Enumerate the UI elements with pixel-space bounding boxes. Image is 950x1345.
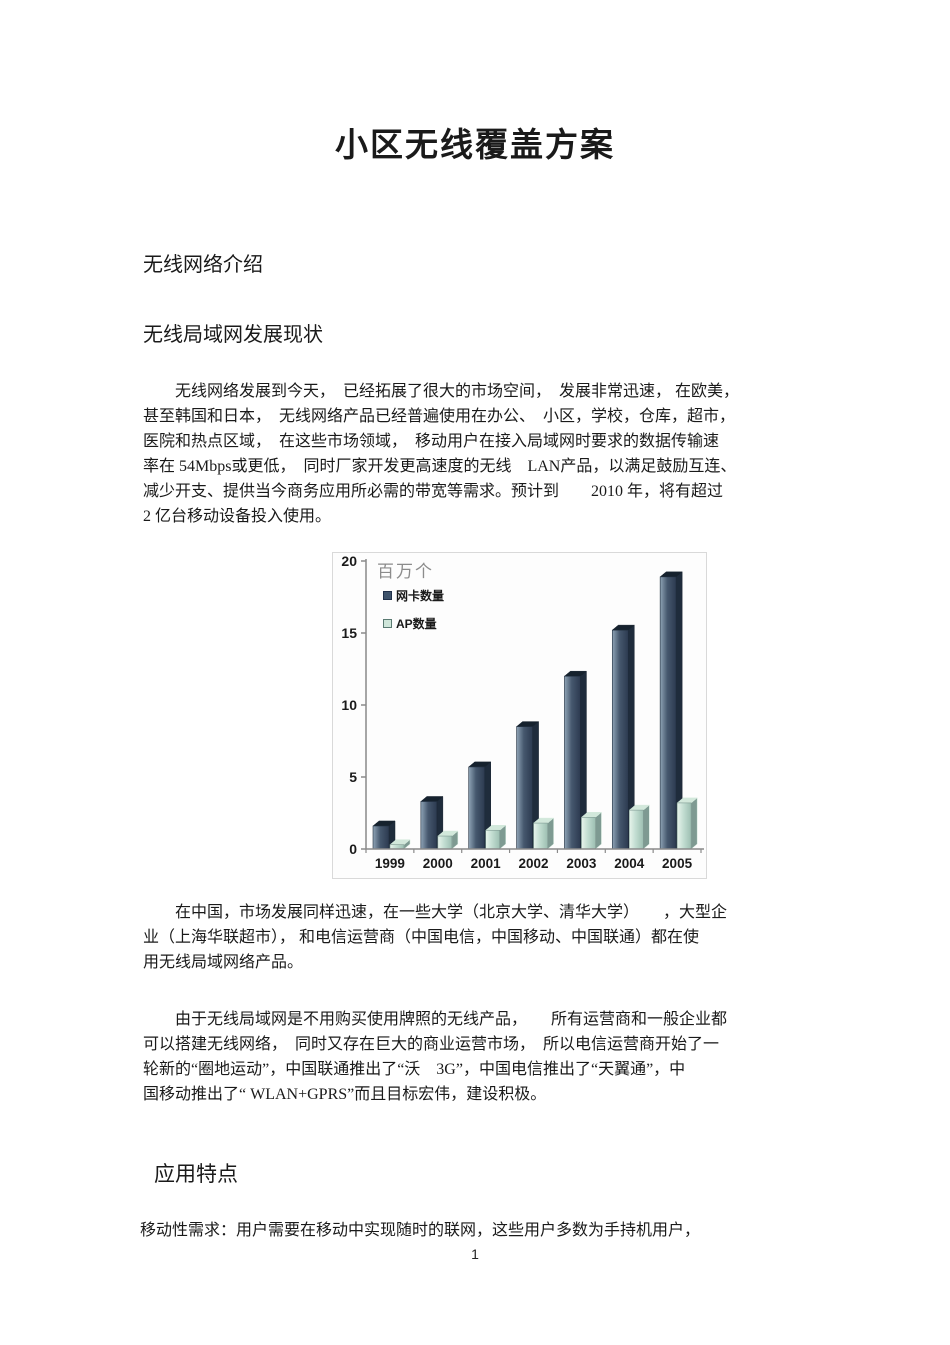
paragraph-market-growth: 无线网络发展到今天， 已经拓展了很大的市场空间， 发展非常迅速， 在欧美， 甚至…	[143, 379, 833, 529]
chart-unit-label: 百万个	[377, 562, 434, 581]
text-line: 轮新的“圈地运动”，中国联通推出了“沃 3G”，中国电信推出了“天翼通”，中	[143, 1061, 686, 1078]
legend-item-ap: AP数量	[383, 614, 444, 632]
svg-text:2004: 2004	[614, 856, 645, 871]
text-line: 国移动推出了“ WLAN+GPRS”而且目标宏伟，建设积极。	[143, 1086, 547, 1103]
page-title: 小区无线覆盖方案	[335, 128, 615, 164]
legend-item-nic: 网卡数量	[383, 586, 444, 604]
svg-text:2000: 2000	[423, 856, 453, 871]
wlan-growth-chart: 0 5 10 15 20 1999 2000 2001 2002 2003 2004 2005 百万个…	[332, 552, 707, 879]
svg-text:15: 15	[341, 625, 357, 641]
text-line: 2 亿台移动设备投入使用。	[143, 508, 332, 525]
heading-network-intro: 无线网络介绍	[143, 254, 263, 276]
legend-swatch-ap-icon	[383, 618, 392, 628]
legend-label-nic: 网卡数量	[396, 588, 445, 603]
heading-wlan-status: 无线局域网发展现状	[143, 324, 323, 346]
svg-text:0: 0	[349, 841, 357, 857]
svg-text:10: 10	[341, 697, 357, 713]
chart-legend: 网卡数量 AP数量	[383, 586, 444, 642]
text-line: 率在 54Mbps或更低， 同时厂家开发更高速度的无线 LAN产品，以满足鼓励互…	[143, 458, 737, 475]
text-line: 在中国，市场发展同样迅速，在一些大学（北京大学、清华大学） ，大型企	[143, 904, 728, 921]
paragraph-mobility-need: 移动性需求：用户需要在移动中实现随时的联网，这些用户多数为手持机用户，	[140, 1218, 830, 1243]
heading-application-features: 应用特点	[154, 1162, 238, 1186]
svg-text:2003: 2003	[566, 856, 597, 871]
legend-label-ap: AP数量	[396, 616, 437, 631]
text-line: 无线网络发展到今天， 已经拓展了很大的市场空间， 发展非常迅速， 在欧美，	[143, 383, 740, 400]
text-line: 由于无线局域网是不用购买使用牌照的无线产品， 所有运营商和一般企业都	[143, 1011, 728, 1028]
text-line: 减少开支、提供当今商务应用所必需的带宽等需求。预计到 2010 年，将有超过	[143, 483, 724, 500]
text-line: 业（上海华联超市）， 和电信运营商（中国电信，中国移动、中国联通）都在使	[143, 929, 700, 946]
svg-text:2002: 2002	[518, 856, 548, 871]
svg-text:2005: 2005	[662, 856, 693, 871]
text-line: 甚至韩国和日本， 无线网络产品已经普遍使用在办公、 小区，学校，仓库，超市，	[143, 408, 736, 425]
chart-canvas: 0 5 10 15 20 1999 2000 2001 2002 2003 2004 2005	[341, 553, 704, 871]
legend-swatch-nic-icon	[383, 590, 392, 600]
paragraph-operators: 由于无线局域网是不用购买使用牌照的无线产品， 所有运营商和一般企业都 可以搭建无…	[143, 1007, 833, 1107]
text-line: 用无线局域网络产品。	[143, 954, 304, 971]
svg-text:2001: 2001	[471, 856, 502, 871]
text-line: 移动性需求：用户需要在移动中实现随时的联网，这些用户多数为手持机用户，	[140, 1222, 701, 1239]
page-number: 1	[471, 1246, 479, 1262]
svg-text:1999: 1999	[375, 856, 405, 871]
svg-text:20: 20	[341, 553, 357, 569]
text-line: 可以搭建无线网络， 同时又存在巨大的商业运营市场， 所以电信运营商开始了一	[143, 1036, 720, 1053]
paragraph-china-market: 在中国，市场发展同样迅速，在一些大学（北京大学、清华大学） ，大型企 业（上海华…	[143, 900, 833, 975]
text-line: 医院和热点区域， 在这些市场领域， 移动用户在接入局域网时要求的数据传输速	[143, 433, 720, 450]
svg-text:5: 5	[349, 769, 357, 785]
